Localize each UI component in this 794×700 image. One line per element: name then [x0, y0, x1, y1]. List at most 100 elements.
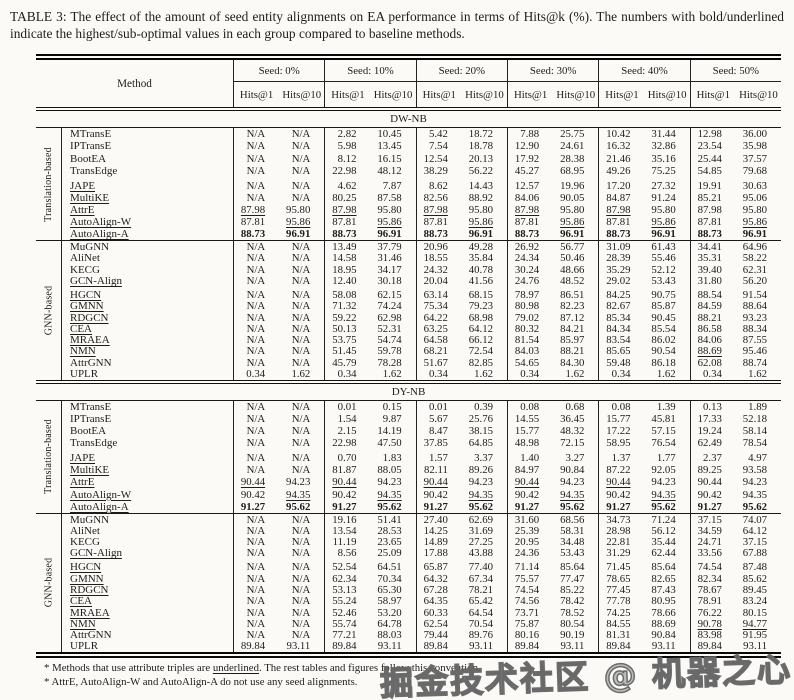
table-row: AttrE 87.98 95.80 87.98 95.80 87.98 95.80 87.98… — [36, 203, 781, 217]
value-cell: 35.16 — [651, 152, 676, 165]
value-cell: 85.62 — [742, 572, 768, 585]
value-cell: N/A — [233, 400, 279, 413]
value-cell: 89.84 — [233, 640, 279, 652]
value-cell: 95.80 — [468, 204, 494, 216]
value-cell: 80.54 — [560, 617, 585, 630]
table-row: AutoAlign-W 87.81 95.86 87.81 95.86 87.81 95.8… — [36, 216, 781, 229]
value-cell: 71.32 — [324, 300, 370, 312]
value-cell: 28.39 — [598, 252, 644, 264]
value-cell: 92.05 — [651, 464, 676, 477]
value-cell: 93.11 — [651, 640, 676, 653]
value-cell-space — [689, 559, 736, 562]
value-cell: 88.34 — [742, 322, 768, 335]
table-row: HGCN N/A N/A 58.08 62.15 63.14 68.15 78.97 86.51… — [36, 288, 781, 301]
value-cell: 55.74 — [324, 618, 370, 630]
value-cell: 50.13 — [324, 323, 370, 335]
table-row: MuGNN N/A N/A 19.16 51.41 27.40 62.69 31.60 68.5… — [36, 513, 781, 526]
value-cell: 88.73 — [324, 228, 370, 241]
value-cell: 85.21 — [689, 191, 736, 204]
value-cell: 31.80 — [689, 275, 736, 287]
table-row: MRAEA N/A N/A 52.46 53.20 60.33 64.54 73.71 78.5… — [36, 607, 781, 619]
value-cell: 13.49 — [324, 241, 370, 253]
value-cell: 17.33 — [689, 412, 736, 425]
value-cell: 1.39 — [656, 400, 676, 413]
value-cell: 90.05 — [560, 191, 585, 204]
value-cell: 89.76 — [468, 629, 494, 642]
value-cell: N/A — [233, 573, 279, 585]
value-cell: N/A — [291, 513, 311, 526]
value-cell: 18.95 — [324, 264, 370, 276]
value-cell: 17.22 — [598, 425, 644, 438]
value-cell-space — [233, 176, 279, 180]
value-cell: N/A — [233, 323, 279, 335]
table-row: BootEA N/A N/A 8.12 16.15 12.54 20.13 17.92 28.3… — [36, 152, 781, 165]
method-name: AutoAlign-A — [61, 228, 233, 241]
value-cell: 45.81 — [651, 412, 676, 425]
value-cell: 77.21 — [324, 629, 370, 641]
value-cell: 2.15 — [324, 425, 370, 438]
value-cell: 93.11 — [377, 640, 402, 653]
value-cell: 87.98 — [598, 203, 644, 217]
value-cell: 58.31 — [560, 524, 585, 537]
value-cell-space — [507, 559, 553, 562]
footnote-1: * Methods that use attribute triples are… — [44, 662, 786, 676]
value-cell: 31.09 — [598, 241, 644, 253]
value-cell: N/A — [233, 561, 279, 573]
method-name: BootEA — [61, 152, 233, 165]
value-cell: 95.86 — [468, 216, 494, 229]
value-cell: 90.75 — [651, 288, 676, 301]
value-cell: 1.62 — [565, 367, 585, 380]
value-cell: 37.57 — [742, 152, 768, 165]
value-cell: 53.75 — [324, 334, 370, 346]
value-cell: N/A — [233, 289, 279, 301]
value-cell: 90.42 — [598, 488, 644, 501]
value-cell: N/A — [233, 241, 279, 253]
value-cell: N/A — [291, 400, 311, 413]
value-cell: N/A — [291, 275, 311, 288]
value-cell: 1.54 — [324, 412, 370, 425]
value-cell: 94.35 — [377, 488, 402, 501]
value-cell: 56.22 — [468, 164, 494, 177]
value-cell: 84.55 — [598, 618, 644, 630]
value-cell: 0.15 — [382, 400, 402, 413]
method-name: AttrGNN — [61, 357, 233, 369]
value-cell: 12.54 — [415, 152, 462, 165]
value-cell: 65.30 — [377, 583, 402, 596]
table-row: MultiKE N/A N/A 81.87 88.05 82.11 89.26 84.97 90… — [36, 464, 781, 477]
value-cell: 68.56 — [560, 513, 585, 526]
value-cell: 67.88 — [742, 547, 768, 560]
value-cell: 19.16 — [324, 514, 370, 526]
table-row: AttrE 90.44 94.23 90.44 94.23 90.44 94.23 90.44… — [36, 476, 781, 489]
value-cell: 90.84 — [651, 629, 676, 642]
value-cell: 80.98 — [507, 300, 553, 312]
table-row: TransEdge N/A N/A 22.98 47.50 37.85 64.85 48.98… — [36, 437, 781, 450]
table-row: GCN-Align N/A N/A 12.40 30.18 20.04 41.56 24.76… — [36, 275, 781, 288]
value-cell: 56.12 — [651, 524, 676, 537]
value-cell: 3.27 — [565, 452, 585, 465]
value-cell: 84.06 — [507, 191, 553, 204]
group-rows: MTransE N/A N/A 2.82 10.45 5.42 18.72 7.88 25.75… — [36, 128, 781, 241]
value-cell: 53.43 — [560, 547, 585, 560]
value-cell: 94.35 — [286, 488, 311, 501]
value-cell: 90.44 — [324, 476, 370, 489]
method-name: MuGNN — [61, 514, 233, 526]
value-cell: 88.69 — [689, 345, 736, 357]
value-cell-space — [507, 286, 553, 290]
value-cell: 31.29 — [598, 547, 644, 559]
value-cell: 64.85 — [468, 437, 494, 450]
value-cell: 90.42 — [415, 488, 462, 501]
value-cell: 62.15 — [377, 288, 402, 301]
footnote-2: * AttrE, AutoAlign-W and AutoAlign-A do … — [44, 675, 358, 688]
metric-header-cell: Hits@1 — [233, 82, 279, 108]
value-cell: 64.22 — [415, 312, 462, 324]
value-cell: 28.53 — [377, 524, 402, 537]
value-cell: 19.24 — [689, 425, 736, 438]
value-cell: 25.44 — [689, 152, 736, 165]
value-cell: N/A — [291, 524, 311, 537]
value-cell: 12.40 — [324, 275, 370, 287]
table-row: AutoAlign-A 91.27 95.62 91.27 95.62 91.27 95.6… — [36, 500, 781, 513]
method-name: GMNN — [61, 300, 233, 312]
value-cell: 31.46 — [377, 252, 402, 265]
rule-thin — [36, 240, 781, 242]
seed-header-cell: Seed: 10% — [324, 60, 416, 83]
